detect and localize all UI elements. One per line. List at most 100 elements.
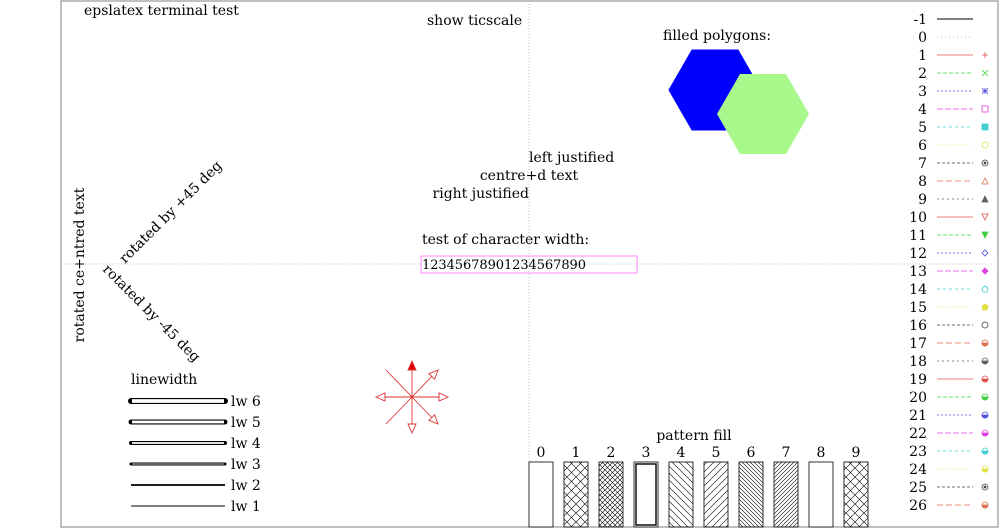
key-marker (981, 249, 989, 257)
lw-label: lw 3 (231, 457, 261, 473)
key-label: 12 (909, 246, 927, 262)
left-justified-text: left justified (529, 150, 614, 166)
key-marker (981, 468, 989, 473)
pattern-bar-label: 5 (712, 445, 721, 461)
arrow-star (374, 359, 450, 435)
key-label: 3 (918, 84, 927, 100)
key-marker (981, 360, 989, 365)
light-green-hexagon (717, 74, 809, 154)
key-marker (981, 231, 989, 239)
pattern-bar-label: 9 (852, 445, 861, 461)
title: epslatex terminal test (84, 3, 239, 19)
key-label: 25 (909, 480, 927, 496)
pattern-bar (563, 461, 589, 528)
pattern-bar-label: 3 (642, 445, 651, 461)
key-label: 20 (909, 390, 927, 406)
key-label: 24 (909, 462, 927, 478)
arrow-shaft (385, 369, 413, 398)
key-label: 19 (909, 372, 927, 388)
key-label: 26 (909, 498, 927, 514)
key-label: 23 (909, 444, 927, 460)
key-marker (982, 52, 988, 58)
pattern-bar (598, 461, 624, 528)
lw-label: lw 6 (231, 394, 261, 410)
pattern-fill-bars: 0 1 2 3 4 5 6 7 8 9 (528, 445, 869, 528)
key-marker (981, 378, 989, 383)
filled-polygons-label: filled polygons: (663, 28, 771, 44)
key-marker (981, 123, 989, 131)
key-marker (981, 177, 989, 185)
pattern-bar-label: 6 (747, 445, 756, 461)
key-label: 15 (909, 300, 927, 316)
arrow-head (428, 369, 439, 381)
pattern-bar (633, 461, 659, 528)
lw-label: lw 2 (231, 478, 261, 494)
pattern-bar (703, 461, 729, 528)
rotated-plus45-text: rotated by +45 deg (117, 158, 226, 267)
key-marker (981, 303, 989, 311)
key-marker (981, 321, 989, 329)
key-marker (981, 432, 989, 437)
key-marker (981, 342, 989, 347)
pattern-bar (843, 461, 869, 528)
key-marker (981, 213, 989, 221)
key-marker (983, 485, 987, 489)
pattern-bar-label: 4 (677, 445, 686, 461)
key-label: 7 (918, 156, 927, 172)
key-label: 17 (909, 336, 927, 352)
arrow-head (407, 423, 417, 435)
key-label: 6 (918, 138, 927, 154)
key-marker (981, 483, 989, 491)
pattern-bar-label: 8 (817, 445, 826, 461)
key-label: 22 (909, 426, 927, 442)
pattern-bar-label: 1 (572, 445, 581, 461)
arrow-head (428, 413, 439, 425)
key-label: 0 (918, 30, 927, 46)
line-type-key: -101234567891011121314151617181920212223… (909, 12, 989, 514)
key-label: -1 (913, 12, 927, 28)
key-label: 16 (909, 318, 927, 334)
key-marker (981, 504, 989, 509)
rotated-vertical-text: rotated ce+ntred text (72, 187, 88, 342)
key-marker (981, 159, 989, 167)
key-label: 10 (909, 210, 927, 226)
key-marker (981, 141, 989, 149)
key-label: 5 (918, 120, 927, 136)
key-marker (981, 267, 989, 275)
key-marker (981, 87, 989, 95)
lw-label: lw 1 (231, 499, 261, 515)
ticscale-label: show ticscale (427, 13, 522, 29)
char-width-label: test of character width: (422, 232, 589, 248)
key-label: 18 (909, 354, 927, 370)
arrow-head (438, 392, 450, 402)
right-justified-text: right justified (433, 186, 529, 202)
lw-label: lw 4 (231, 436, 261, 452)
pattern-bar (738, 461, 764, 528)
key-marker (981, 69, 989, 77)
key-label: 1 (918, 48, 927, 64)
pattern-bar-label: 0 (537, 445, 546, 461)
key-marker (981, 285, 989, 293)
key-marker (981, 396, 989, 401)
key-label: 2 (918, 66, 927, 82)
arrow-head (407, 359, 417, 371)
pattern-bar (773, 461, 799, 528)
key-label: 4 (918, 102, 927, 118)
key-label: 14 (909, 282, 927, 298)
key-label: 8 (918, 174, 927, 190)
pattern-bar-label: 7 (782, 445, 791, 461)
key-marker (983, 161, 987, 165)
pattern-bar (668, 461, 694, 528)
key-marker (981, 105, 989, 113)
pattern-bar-label: 2 (607, 445, 616, 461)
linewidth-title: linewidth (131, 372, 197, 388)
pattern-fill-title: pattern fill (656, 428, 732, 444)
char-width-box (420, 255, 638, 274)
pattern-bar-inner (635, 463, 657, 526)
arrow-head (374, 392, 386, 402)
key-label: 21 (909, 408, 927, 424)
key-label: 13 (909, 264, 927, 280)
arrow-shaft (385, 396, 413, 425)
key-label: 11 (909, 228, 927, 244)
